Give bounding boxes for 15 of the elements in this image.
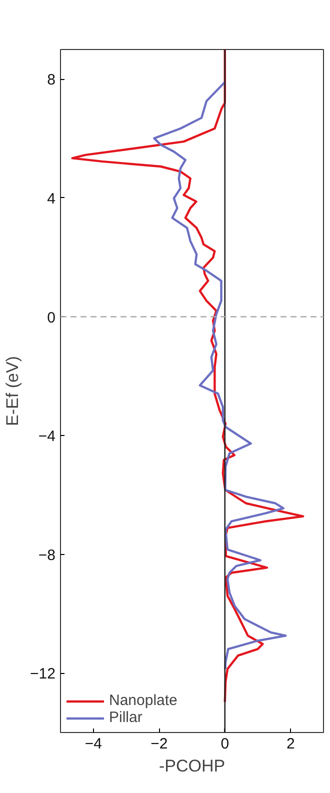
x-tick-label: 2 <box>286 736 295 752</box>
y-tick-label: −12 <box>30 666 56 683</box>
y-tick-label: −4 <box>38 428 56 446</box>
line-series <box>153 81 287 670</box>
y-tick-label: 8 <box>47 72 56 89</box>
y-axis-title: E-Ef (eV) <box>3 356 22 426</box>
x-tick-label: −2 <box>150 736 168 752</box>
legend-label: Pillar <box>109 709 142 726</box>
x-tick-label: 0 <box>220 736 230 752</box>
legend-label: Nanoplate <box>109 692 178 709</box>
y-tick-label: 0 <box>47 309 56 326</box>
y-tick-label: −8 <box>38 546 56 564</box>
x-tick-label: −4 <box>84 736 102 752</box>
x-axis-title: -PCOHP <box>158 756 226 776</box>
y-tick-label: 4 <box>47 190 56 208</box>
